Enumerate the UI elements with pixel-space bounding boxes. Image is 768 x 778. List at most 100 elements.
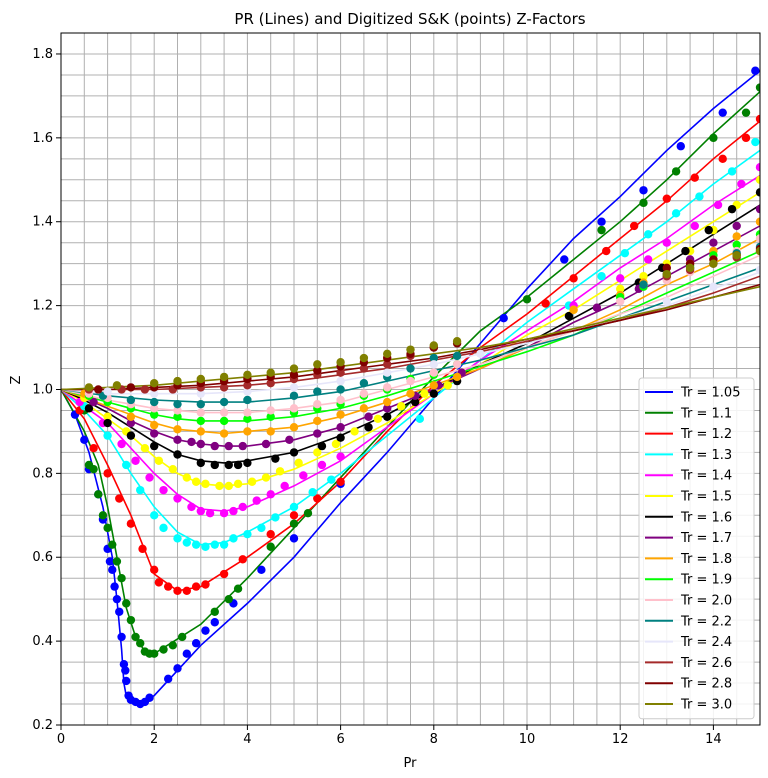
- data-point-7: [709, 238, 718, 247]
- data-point-3: [150, 511, 159, 520]
- data-point-3: [103, 431, 112, 440]
- data-point-11: [219, 397, 229, 407]
- series-line-5: [61, 191, 760, 487]
- data-point-2: [163, 582, 173, 591]
- data-point-1: [112, 557, 122, 566]
- data-point-5: [755, 175, 760, 184]
- data-point-5: [103, 412, 112, 421]
- legend-entry: Tr = 2.4: [680, 635, 732, 650]
- data-point-7: [89, 397, 98, 407]
- data-point-10: [429, 368, 438, 377]
- data-point-5: [639, 272, 648, 281]
- data-point-3: [210, 540, 219, 549]
- data-point-8: [383, 397, 392, 407]
- data-point-2: [741, 133, 751, 143]
- data-point-9: [266, 412, 275, 421]
- data-point-10: [289, 404, 299, 413]
- data-point-13: [336, 368, 345, 377]
- legend-entry: Tr = 2.2: [680, 614, 732, 629]
- data-point-15: [336, 358, 345, 367]
- data-point-11: [126, 395, 136, 405]
- data-point-14: [289, 370, 299, 380]
- legend-entry: Tr = 1.8: [680, 552, 732, 567]
- y-tick-label: 0.8: [32, 466, 53, 481]
- data-point-0: [119, 659, 129, 669]
- data-point-7: [126, 418, 136, 428]
- data-point-3: [671, 209, 681, 218]
- data-point-2: [173, 586, 182, 595]
- data-point-10: [755, 234, 760, 243]
- x-tick-label: 12: [612, 732, 629, 747]
- data-point-5: [443, 381, 452, 390]
- data-point-8: [266, 427, 275, 436]
- data-point-5: [154, 456, 164, 465]
- data-point-0: [257, 565, 266, 575]
- series-line-0: [61, 70, 760, 705]
- series-line-4: [61, 174, 760, 512]
- data-point-8: [243, 427, 252, 436]
- data-point-11: [336, 385, 345, 394]
- data-point-2: [755, 114, 760, 124]
- data-point-2: [138, 544, 147, 554]
- x-tick-label: 0: [57, 732, 65, 747]
- data-point-0: [210, 618, 219, 627]
- data-point-3: [415, 414, 425, 424]
- data-point-4: [713, 200, 723, 210]
- data-point-2: [201, 580, 210, 589]
- data-point-6: [317, 441, 327, 451]
- data-point-0: [499, 313, 508, 323]
- data-point-12: [709, 282, 718, 291]
- y-tick-label: 0.6: [32, 550, 53, 565]
- data-point-7: [285, 435, 294, 445]
- data-point-0: [597, 217, 606, 226]
- x-tick-label: 14: [705, 732, 722, 747]
- data-point-0: [173, 664, 182, 673]
- data-point-0: [112, 594, 122, 604]
- data-point-1: [210, 607, 219, 616]
- data-point-10: [266, 406, 275, 415]
- data-point-5: [396, 402, 406, 411]
- data-point-13: [140, 385, 150, 394]
- data-point-5: [168, 464, 178, 474]
- x-tick-label: 4: [243, 732, 251, 747]
- data-point-1: [224, 594, 233, 604]
- data-point-7: [336, 423, 345, 432]
- data-point-3: [173, 534, 182, 543]
- y-tick-label: 0.4: [32, 634, 53, 649]
- data-point-10: [452, 360, 462, 369]
- data-point-2: [115, 494, 124, 503]
- legend-entry: Tr = 3.0: [680, 698, 732, 713]
- data-point-5: [350, 427, 359, 436]
- axis-ticks: 0 2 4 6 8 10 12 14 0.2 0.4 0.6 0.8 1.0 1.2 1.4 1.6 1.8: [32, 47, 721, 747]
- data-point-10: [359, 389, 369, 398]
- data-point-3: [201, 542, 210, 551]
- data-point-2: [219, 569, 229, 579]
- series-line-6: [61, 204, 760, 464]
- chart-title: PR (Lines) and Digitized S&K (points) Z-…: [234, 10, 585, 28]
- data-point-6: [103, 418, 112, 428]
- data-point-3: [219, 540, 229, 549]
- data-point-10: [196, 408, 205, 417]
- data-point-5: [233, 479, 243, 489]
- data-point-6: [383, 412, 392, 421]
- data-point-3: [229, 534, 238, 543]
- data-point-1: [131, 632, 140, 642]
- data-point-6: [336, 433, 345, 442]
- data-point-1: [108, 540, 117, 549]
- data-point-1: [597, 225, 606, 235]
- data-point-4: [196, 506, 205, 516]
- data-point-9: [173, 412, 182, 421]
- data-point-1: [94, 490, 103, 499]
- data-point-8: [150, 420, 159, 430]
- data-point-15: [196, 374, 205, 384]
- data-point-4: [690, 221, 699, 231]
- data-point-1: [671, 167, 681, 176]
- series-line-3: [61, 149, 760, 546]
- data-point-15: [266, 368, 275, 377]
- series-points: [70, 66, 760, 709]
- data-point-1: [289, 519, 299, 528]
- data-point-7: [755, 204, 760, 214]
- data-point-4: [252, 496, 261, 505]
- data-point-11: [639, 280, 648, 289]
- data-point-15: [383, 349, 392, 359]
